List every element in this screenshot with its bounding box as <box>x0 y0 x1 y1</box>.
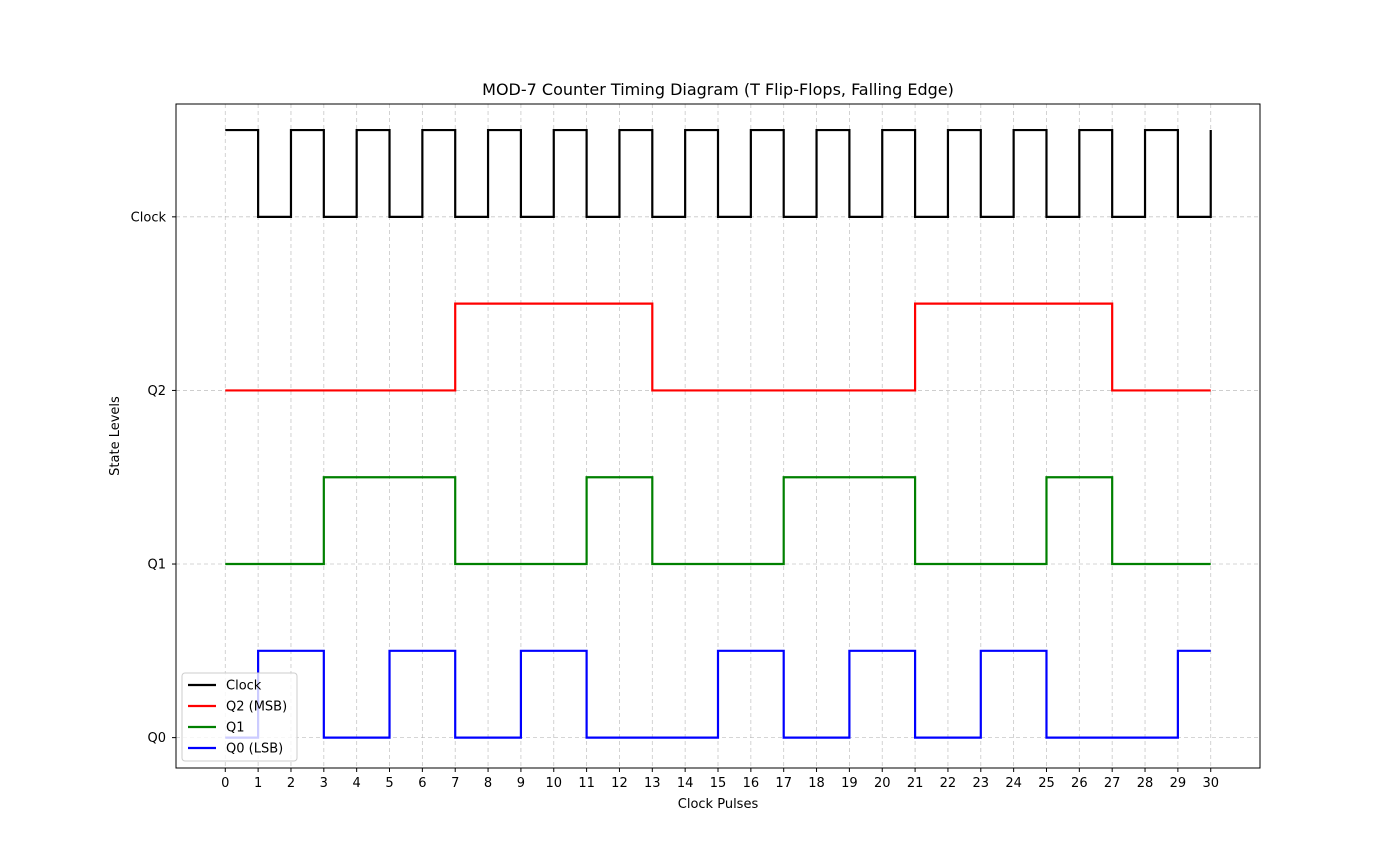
x-tick-label: 20 <box>874 776 891 791</box>
x-tick-label: 15 <box>710 776 727 791</box>
x-tick-label: 24 <box>1005 776 1022 791</box>
x-tick-label: 17 <box>775 776 792 791</box>
legend-label: Clock <box>226 679 262 694</box>
x-tick-label: 26 <box>1071 776 1088 791</box>
x-tick-label: 9 <box>517 776 525 791</box>
x-tick-label: 5 <box>385 776 393 791</box>
y-tick-label: Clock <box>131 210 167 225</box>
x-tick-label: 14 <box>677 776 694 791</box>
x-tick-label: 21 <box>907 776 924 791</box>
x-tick-label: 29 <box>1170 776 1187 791</box>
y-axis-label: State Levels <box>108 396 123 476</box>
series-line-q1 <box>225 476 1211 566</box>
x-tick-label: 30 <box>1202 776 1219 791</box>
series-lines <box>225 128 1212 739</box>
x-tick-label: 23 <box>973 776 990 791</box>
series-line-q0-lsb <box>225 649 1211 739</box>
x-tick-label: 11 <box>578 776 595 791</box>
legend-label: Q2 (MSB) <box>226 700 287 715</box>
x-tick-label: 22 <box>940 776 957 791</box>
x-tick-label: 19 <box>841 776 858 791</box>
y-tick-label: Q0 <box>147 731 166 746</box>
x-tick-label: 7 <box>451 776 459 791</box>
x-tick-label: 18 <box>808 776 825 791</box>
y-tick-label: Q1 <box>147 558 166 573</box>
x-tick-label: 12 <box>611 776 628 791</box>
x-tick-label: 1 <box>254 776 262 791</box>
series-line-clock <box>225 128 1212 218</box>
x-tick-label: 0 <box>221 776 229 791</box>
legend-box <box>181 672 298 762</box>
series-line-q2-msb <box>225 302 1211 392</box>
x-tick-label: 27 <box>1104 776 1121 791</box>
y-axis-ticks: Q0 Q1 Q2 Clock <box>131 210 176 746</box>
x-tick-label: 2 <box>287 776 295 791</box>
legend-label: Q1 <box>226 721 245 736</box>
x-tick-label: 25 <box>1038 776 1055 791</box>
legend: Clock Q2 (MSB) Q1 Q0 (LSB) <box>181 672 298 762</box>
x-tick-label: 13 <box>644 776 661 791</box>
x-tick-label: 8 <box>484 776 492 791</box>
legend-label: Q0 (LSB) <box>226 742 283 757</box>
x-tick-label: 6 <box>418 776 426 791</box>
x-tick-label: 16 <box>743 776 760 791</box>
x-axis-label: Clock Pulses <box>678 797 759 812</box>
x-tick-label: 3 <box>320 776 328 791</box>
chart-title: MOD-7 Counter Timing Diagram (T Flip-Flo… <box>482 80 954 99</box>
y-tick-label: Q2 <box>147 384 166 399</box>
x-tick-label: 4 <box>353 776 361 791</box>
x-tick-label: 28 <box>1137 776 1154 791</box>
x-axis-ticks: 0 1 2 3 4 5 6 7 8 9 10 11 12 13 14 15 16 17 18 19 20 21 22 23 24… <box>221 768 1219 791</box>
x-tick-label: 10 <box>545 776 562 791</box>
